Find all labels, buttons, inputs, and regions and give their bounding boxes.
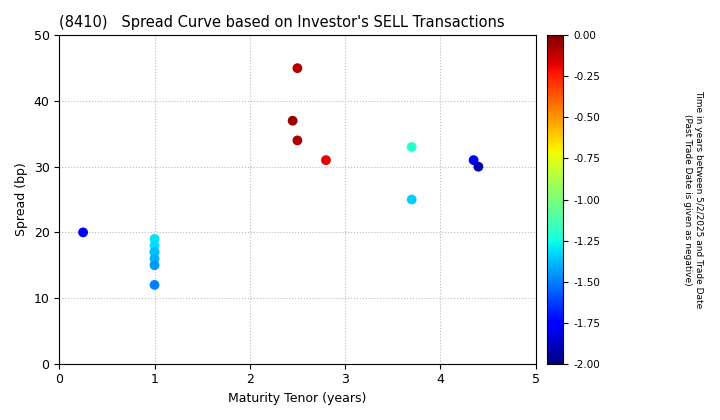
Point [472,163,484,170]
Point [149,281,161,288]
Point [406,196,418,203]
Point [149,262,161,268]
Y-axis label: Spread (bp): Spread (bp) [15,163,28,236]
Point [292,65,303,71]
Point [287,117,298,124]
Point [77,229,89,236]
Point [149,249,161,255]
Point [406,144,418,150]
Point [149,242,161,249]
Point [149,236,161,242]
Point [149,249,161,255]
Point [320,157,332,163]
X-axis label: Maturity Tenor (years): Maturity Tenor (years) [228,392,366,405]
Y-axis label: Time in years between 5/2/2025 and Trade Date
(Past Trade Date is given as negat: Time in years between 5/2/2025 and Trade… [683,90,703,309]
Point [149,255,161,262]
Point [468,157,480,163]
Text: (8410)   Spread Curve based on Investor's SELL Transactions: (8410) Spread Curve based on Investor's … [59,15,505,30]
Point [292,137,303,144]
